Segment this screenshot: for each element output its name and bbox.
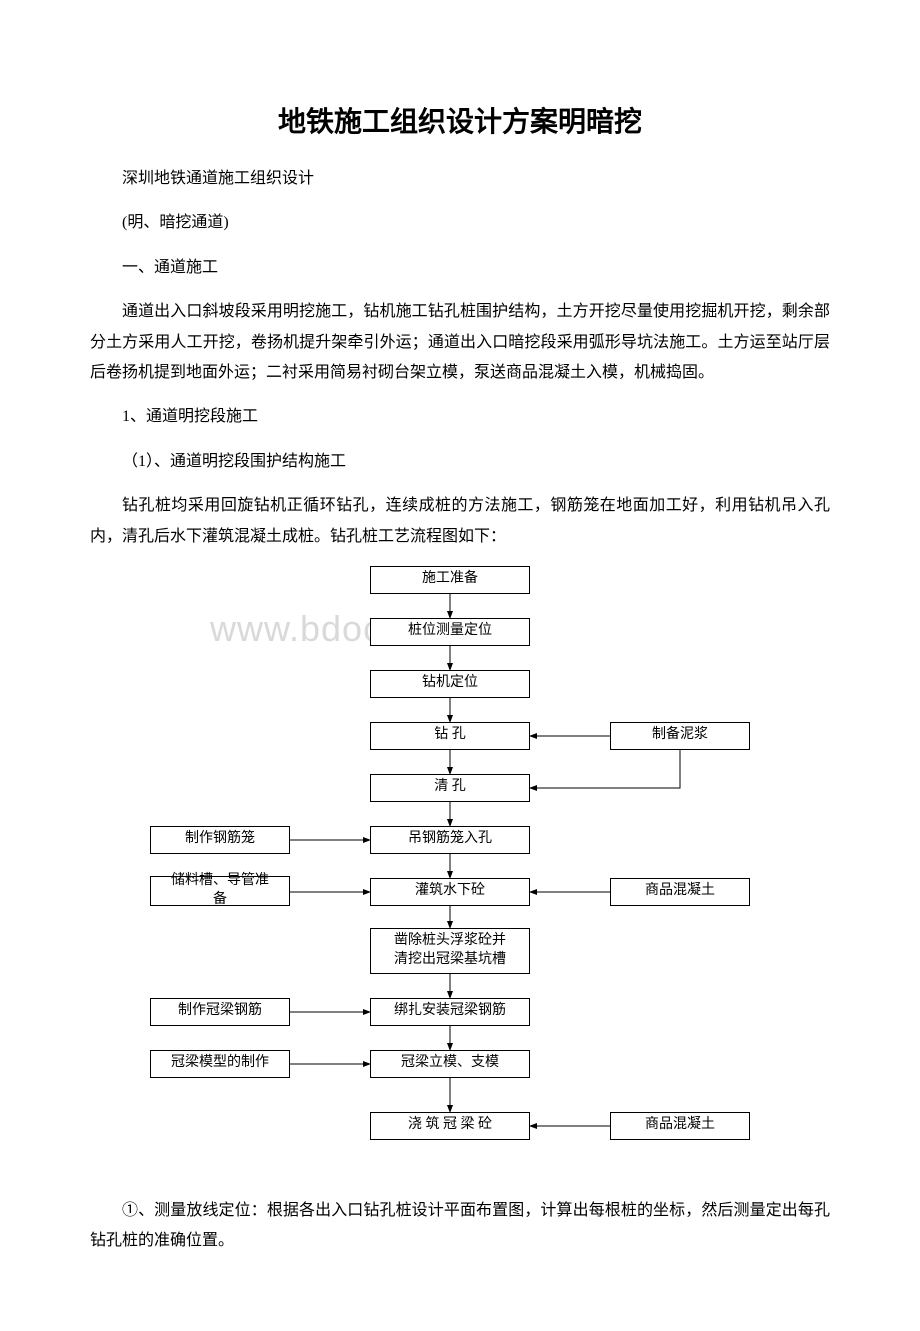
flow-node-s7: 商品混凝土 [610, 1112, 750, 1140]
flow-node-n7: 灌筑水下砼 [370, 878, 530, 906]
flow-node-s1: 制备泥浆 [610, 722, 750, 750]
flow-node-n8: 凿除桩头浮浆砼并清挖出冠梁基坑槽 [370, 928, 530, 974]
flow-node-s3: 储料槽、导管准备 [150, 876, 290, 906]
para-3: 一、通道施工 [90, 253, 830, 283]
para-4: 通道出入口斜坡段采用明挖施工，钻机施工钻孔桩围护结构，土方开挖尽量使用挖掘机开挖… [90, 297, 830, 388]
para-7: 钻孔桩均采用回旋钻机正循环钻孔，连续成桩的方法施工，钢筋笼在地面加工好，利用钻机… [90, 491, 830, 552]
flowchart: www.bdocx.com 施工准备桩位测量定位钻机定位钻 孔清 孔吊钢筋笼入孔… [90, 566, 830, 1176]
flow-node-n1: 施工准备 [370, 566, 530, 594]
flow-node-n6: 吊钢筋笼入孔 [370, 826, 530, 854]
para-2: (明、暗挖通道) [90, 208, 830, 238]
flow-node-s5: 制作冠梁钢筋 [150, 998, 290, 1026]
para-6: （1）、通道明挖段围护结构施工 [90, 447, 830, 477]
para-1: 深圳地铁通道施工组织设计 [90, 164, 830, 194]
flowchart-connectors [90, 566, 830, 1176]
flow-node-n11: 浇 筑 冠 梁 砼 [370, 1112, 530, 1140]
flow-node-s4: 商品混凝土 [610, 878, 750, 906]
para-5: 1、通道明挖段施工 [90, 402, 830, 432]
page-title: 地铁施工组织设计方案明暗挖 [90, 100, 830, 140]
flow-node-n5: 清 孔 [370, 774, 530, 802]
flow-node-s2: 制作钢筋笼 [150, 826, 290, 854]
flow-node-n10: 冠梁立模、支模 [370, 1050, 530, 1078]
para-8: ①、测量放线定位：根据各出入口钻孔桩设计平面布置图，计算出每根桩的坐标，然后测量… [90, 1196, 830, 1257]
flow-node-n4: 钻 孔 [370, 722, 530, 750]
flow-node-n9: 绑扎安装冠梁钢筋 [370, 998, 530, 1026]
flow-node-n3: 钻机定位 [370, 670, 530, 698]
flow-node-s6: 冠梁模型的制作 [150, 1050, 290, 1078]
flow-node-n2: 桩位测量定位 [370, 618, 530, 646]
